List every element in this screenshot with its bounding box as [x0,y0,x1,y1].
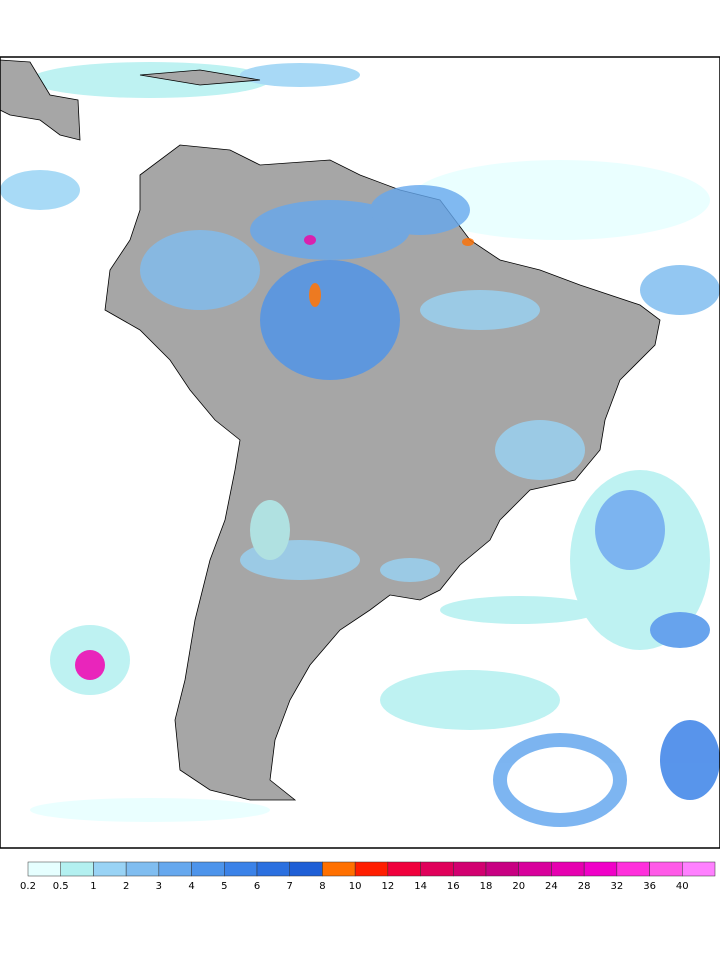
legend-label: 16 [447,881,460,892]
legend-label: 32 [610,881,623,892]
legend-swatch [518,861,552,877]
map-frame [0,56,720,849]
legend-swatch [256,861,290,877]
legend-swatch [485,861,519,877]
legend-label: 36 [643,881,656,892]
legend-label: 12 [381,881,394,892]
legend-swatch [583,861,618,877]
legend-swatch [158,861,192,877]
legend-swatch [224,861,258,877]
legend-label: 0.2 [20,881,36,892]
legend-label: 7 [287,881,293,892]
legend-swatch [649,861,683,877]
land-precip [140,185,585,582]
legend-label: 18 [480,881,493,892]
legend-swatch [27,861,61,877]
central-america [0,59,261,141]
legend-label: 20 [512,881,525,892]
legend-swatch [191,861,225,877]
legend-swatch [453,861,487,877]
legend-swatch [551,861,585,877]
ocean-precip [0,62,720,827]
legend-label: 5 [221,881,227,892]
legend-label: 3 [156,881,162,892]
legend-swatch [289,861,323,877]
legend-swatch [682,861,716,877]
legend-swatch [354,861,389,877]
legend-swatch [60,861,94,877]
legend-swatch [322,861,356,877]
legend-label: 0.5 [53,881,69,892]
legend-label: 1 [90,881,96,892]
legend-swatch [93,861,127,877]
legend-label: 24 [545,881,558,892]
legend-label: 6 [254,881,260,892]
legend-label: 2 [123,881,129,892]
legend-label: 28 [578,881,591,892]
legend-swatch [387,861,421,877]
legend-label: 14 [414,881,427,892]
legend-swatch [125,861,160,877]
legend-label: 40 [676,881,689,892]
legend-label: 8 [319,881,325,892]
legend-swatch [420,861,454,877]
legend-label: 10 [349,881,362,892]
color-legend: 0.2 0.5 1 2 3 4 5 6 7 8 10 12 14 16 18 20 24 28 32 36 40 [20,861,716,892]
legend-label: 4 [188,881,194,892]
legend-swatch [616,861,650,877]
